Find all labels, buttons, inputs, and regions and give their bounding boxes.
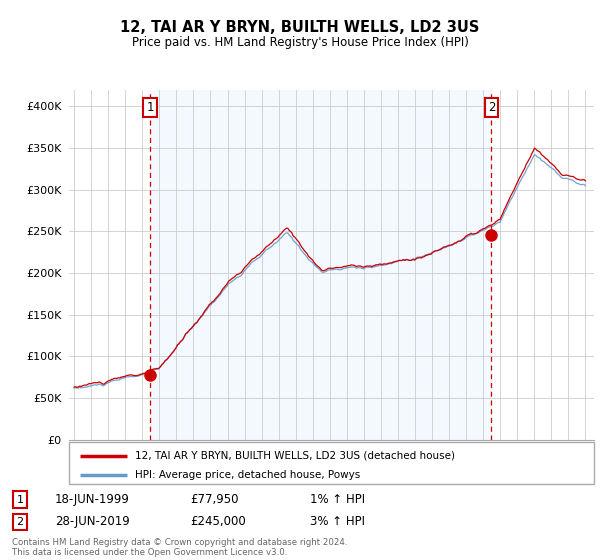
FancyBboxPatch shape [69,442,594,484]
Text: HPI: Average price, detached house, Powys: HPI: Average price, detached house, Powy… [134,470,360,480]
Text: 18-JUN-1999: 18-JUN-1999 [55,493,130,506]
Text: Contains HM Land Registry data © Crown copyright and database right 2024.
This d: Contains HM Land Registry data © Crown c… [12,538,347,557]
Text: 12, TAI AR Y BRYN, BUILTH WELLS, LD2 3US: 12, TAI AR Y BRYN, BUILTH WELLS, LD2 3US [121,20,479,35]
Text: 12, TAI AR Y BRYN, BUILTH WELLS, LD2 3US (detached house): 12, TAI AR Y BRYN, BUILTH WELLS, LD2 3US… [134,451,455,461]
Bar [150,90,491,440]
Text: Price paid vs. HM Land Registry's House Price Index (HPI): Price paid vs. HM Land Registry's House … [131,36,469,49]
Text: 1: 1 [146,101,154,114]
Text: £245,000: £245,000 [190,515,246,529]
Text: 2: 2 [488,101,495,114]
Text: 3% ↑ HPI: 3% ↑ HPI [310,515,365,529]
Text: 28-JUN-2019: 28-JUN-2019 [55,515,130,529]
Text: 1% ↑ HPI: 1% ↑ HPI [310,493,365,506]
Text: 2: 2 [16,517,23,527]
Text: £77,950: £77,950 [190,493,239,506]
Text: 1: 1 [17,494,23,505]
